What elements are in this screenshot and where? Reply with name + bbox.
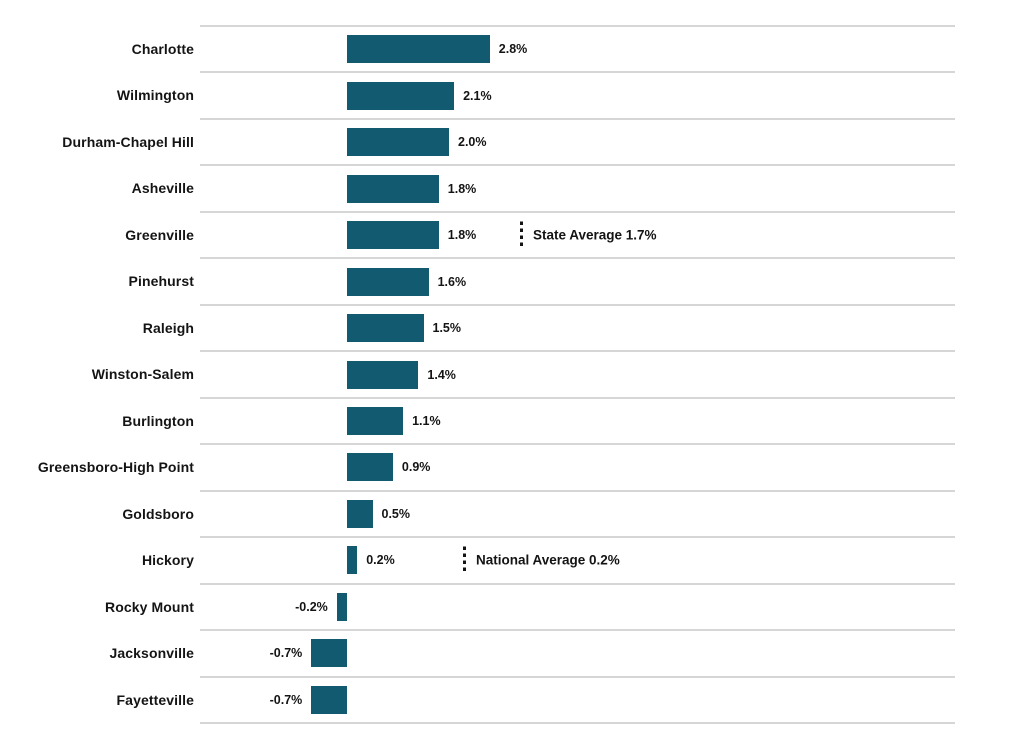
plot-area: 2.8% 2.1% 2.0% 1.8% 1.8% 1.6% 1.5% 1.4% 1.1% 0.9%… <box>200 25 955 724</box>
category-labels-column: Charlotte Wilmington Durham-Chapel Hill Ash… <box>0 26 194 723</box>
category-label: Greenville <box>125 226 194 243</box>
category-label: Asheville <box>131 180 194 197</box>
bar <box>311 639 347 668</box>
category-label: Jacksonville <box>109 645 194 662</box>
gridline <box>200 443 955 446</box>
value-label: 2.0% <box>458 135 487 150</box>
value-label: 2.1% <box>463 88 492 103</box>
value-label: 1.4% <box>427 367 456 382</box>
gridline <box>200 210 955 213</box>
bar <box>347 360 419 389</box>
value-label: 1.1% <box>412 413 441 428</box>
gridline <box>200 350 955 353</box>
value-label: 2.8% <box>498 42 528 57</box>
gridline <box>200 489 955 492</box>
bar <box>347 81 455 110</box>
value-label: 0.9% <box>401 460 431 475</box>
gridline <box>200 722 955 724</box>
category-label: Wilmington <box>116 87 194 104</box>
gridline <box>200 675 955 678</box>
bar <box>336 592 347 621</box>
average-annotation: National Average 0.2% <box>463 546 620 574</box>
dotted-line-icon <box>520 221 523 249</box>
gridline <box>200 257 955 260</box>
gridline <box>200 164 955 167</box>
bar <box>347 453 393 482</box>
value-label: 1.6% <box>437 274 467 289</box>
annotation-text: National Average 0.2% <box>476 552 620 568</box>
value-label: 1.8% <box>447 181 477 196</box>
gridline <box>200 396 955 399</box>
value-label: 0.2% <box>366 553 395 568</box>
gridline <box>200 629 955 632</box>
bar <box>347 174 439 203</box>
gridline <box>200 117 955 120</box>
average-annotation: State Average 1.7% <box>520 221 657 249</box>
category-label: Durham-Chapel Hill <box>62 133 194 150</box>
gridline <box>200 71 955 74</box>
value-label: -0.7% <box>269 692 303 707</box>
gridline <box>200 303 955 306</box>
bar <box>347 221 439 250</box>
bar <box>347 267 429 296</box>
category-label: Hickory <box>141 552 194 569</box>
bar <box>347 35 490 64</box>
category-label: Winston-Salem <box>91 366 194 383</box>
gridline <box>200 25 955 27</box>
gridline <box>200 582 955 585</box>
value-label: -0.2% <box>295 599 328 614</box>
category-label: Raleigh <box>142 319 194 336</box>
value-label: 1.8% <box>447 228 477 243</box>
category-label: Pinehurst <box>128 273 194 290</box>
bar <box>347 128 449 157</box>
category-label: Greensboro-High Point <box>37 459 194 476</box>
bar <box>347 499 373 528</box>
annotation-text: State Average 1.7% <box>533 227 657 243</box>
category-label: Fayetteville <box>116 691 194 708</box>
category-label: Goldsboro <box>122 505 194 522</box>
category-label: Charlotte <box>131 41 194 57</box>
bar <box>347 406 404 435</box>
category-label: Burlington <box>122 412 194 429</box>
value-label: 1.5% <box>432 321 462 336</box>
value-label: -0.7% <box>269 646 303 661</box>
dotted-line-icon <box>463 546 466 574</box>
gridline <box>200 536 955 539</box>
bar <box>311 685 347 714</box>
bar <box>347 546 358 575</box>
bar <box>347 314 424 343</box>
category-label: Rocky Mount <box>105 598 194 615</box>
value-label: 0.5% <box>381 506 411 521</box>
